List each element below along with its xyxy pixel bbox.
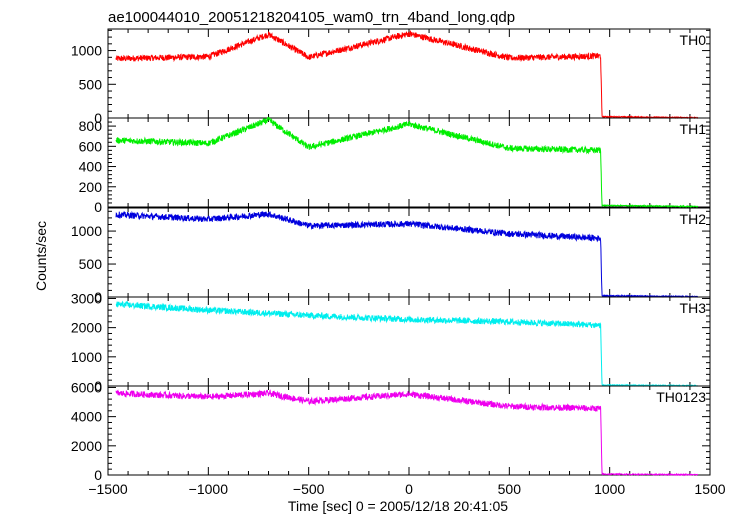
band-label: TH3 bbox=[680, 300, 707, 316]
chart-title: ae100044010_20051218204105_wam0_trn_4ban… bbox=[108, 9, 515, 26]
y-tick-label: 4000 bbox=[71, 409, 102, 425]
panel-frame bbox=[107, 28, 711, 119]
x-tick-label: 1000 bbox=[594, 481, 625, 497]
x-tick-label: −1000 bbox=[189, 481, 229, 497]
series-line-th0123 bbox=[115, 389, 699, 477]
panel-th1: 0 200 400 600 800 TH1 bbox=[79, 116, 711, 215]
y-tick-label: 0 bbox=[94, 199, 102, 215]
y-axis-label: Counts/sec bbox=[33, 221, 49, 291]
y-tick-label: 1000 bbox=[71, 43, 102, 59]
panel-th0: 0 500 1000 TH0 bbox=[71, 28, 711, 126]
y-tick-label: 600 bbox=[79, 138, 103, 154]
y-tick-label: 3000 bbox=[71, 290, 102, 306]
x-tick-label: −500 bbox=[293, 481, 325, 497]
y-tick-label: 800 bbox=[79, 118, 103, 134]
panels: 0 500 1000 TH0 0 200 400 600 800 TH1 0 500 1000 TH2 0 1… bbox=[71, 28, 726, 497]
band-label: TH0 bbox=[680, 32, 707, 48]
panel-th3: 0 1000 2000 3000 TH3 bbox=[71, 290, 711, 394]
y-tick-label: 1000 bbox=[71, 223, 102, 239]
series-line-th3 bbox=[115, 300, 699, 388]
series-line-th0 bbox=[115, 30, 699, 120]
y-tick-label: 400 bbox=[79, 159, 103, 175]
series-line-th2 bbox=[115, 210, 699, 299]
y-tick-label: 0 bbox=[94, 378, 102, 394]
x-tick-label: 1500 bbox=[694, 481, 725, 497]
y-tick-label: 500 bbox=[79, 76, 103, 92]
y-tick-label: 0 bbox=[94, 289, 102, 305]
x-axis-label: Time [sec] 0 = 2005/12/18 20:41:05 bbox=[288, 498, 508, 514]
panel-frame bbox=[107, 385, 711, 476]
y-tick-label: 2000 bbox=[71, 320, 102, 336]
y-tick-label: 2000 bbox=[71, 438, 102, 454]
x-tick-label: 0 bbox=[405, 481, 413, 497]
band-label: TH2 bbox=[680, 211, 707, 227]
y-tick-label: 0 bbox=[94, 467, 102, 483]
y-tick-label: 6000 bbox=[71, 379, 102, 395]
y-tick-label: 500 bbox=[79, 256, 103, 272]
y-tick-label: 0 bbox=[94, 110, 102, 126]
series-line-th1 bbox=[115, 116, 699, 208]
x-tick-label: −1500 bbox=[88, 481, 128, 497]
y-tick-label: 200 bbox=[79, 179, 103, 195]
x-tick-label: 500 bbox=[498, 481, 522, 497]
panel-th0123: 0 2000 4000 6000 TH0123 bbox=[71, 379, 711, 483]
y-tick-label: 1000 bbox=[71, 349, 102, 365]
panel-th2: 0 500 1000 TH2 bbox=[71, 207, 711, 305]
panel-frame bbox=[107, 117, 711, 208]
band-label: TH0123 bbox=[656, 389, 706, 405]
band-label: TH1 bbox=[680, 121, 707, 137]
